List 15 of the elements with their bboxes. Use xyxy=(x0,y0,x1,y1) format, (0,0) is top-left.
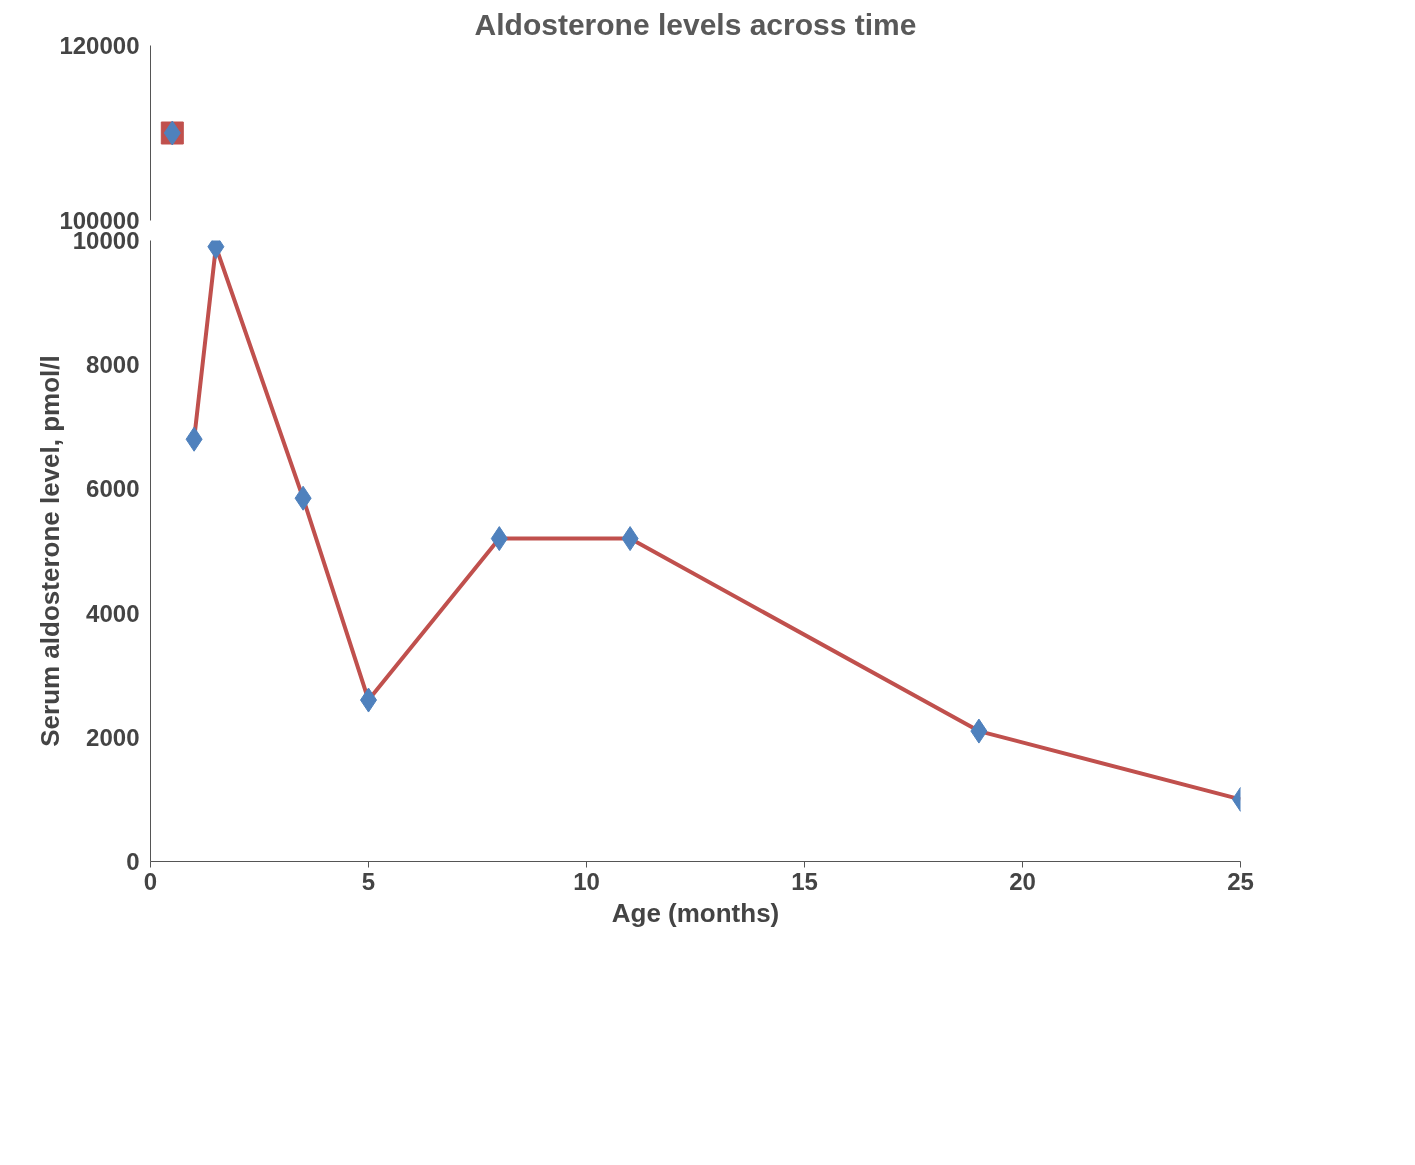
x-tick-label: 15 xyxy=(791,867,818,895)
y-tick-label: 120000 xyxy=(59,32,140,59)
y-tick-label: 6000 xyxy=(86,475,140,503)
y-axis-title: Serum aldosterone level, pmol/l xyxy=(34,355,65,747)
y-tick-label: 0 xyxy=(126,848,140,875)
y-tick-label: 4000 xyxy=(86,599,140,627)
chart-title: Aldosterone levels across time xyxy=(474,7,917,41)
x-tick-label: 10 xyxy=(573,867,600,895)
x-tick-label: 5 xyxy=(361,867,376,895)
y-tick-label: 2000 xyxy=(86,723,140,751)
y-tick-label: 8000 xyxy=(86,351,140,379)
x-tick-label: 20 xyxy=(1009,867,1036,895)
x-tick-label: 0 xyxy=(143,867,158,895)
x-tick-label: 25 xyxy=(1227,867,1254,895)
x-axis-title: Age (months) xyxy=(611,897,780,928)
